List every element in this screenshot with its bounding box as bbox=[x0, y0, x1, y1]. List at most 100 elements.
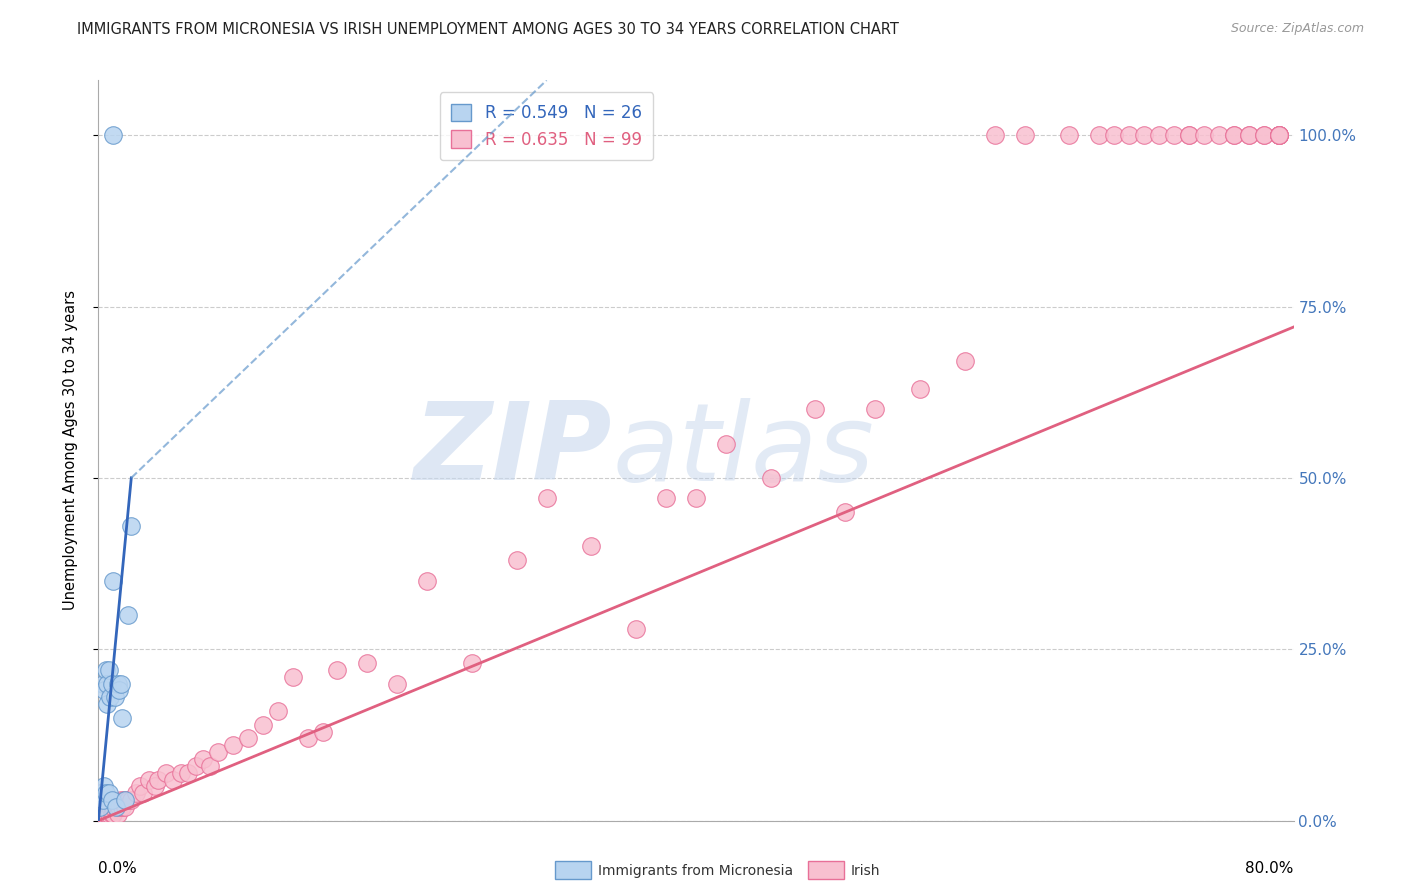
Point bbox=[103, 574, 125, 588]
Point bbox=[385, 676, 409, 690]
Point bbox=[1267, 128, 1289, 142]
Point bbox=[101, 800, 124, 814]
Point bbox=[96, 800, 118, 814]
Point bbox=[107, 676, 129, 690]
Point bbox=[110, 676, 132, 690]
Point bbox=[1147, 128, 1170, 142]
Point bbox=[96, 806, 118, 821]
Point bbox=[714, 436, 737, 450]
Point bbox=[1059, 128, 1081, 142]
Point bbox=[581, 540, 603, 554]
Point bbox=[281, 670, 304, 684]
Point bbox=[236, 731, 259, 746]
Point bbox=[1178, 128, 1201, 142]
Point bbox=[1267, 128, 1289, 142]
Point bbox=[89, 800, 111, 814]
Point bbox=[101, 676, 124, 690]
Text: Irish: Irish bbox=[851, 863, 880, 878]
Point bbox=[94, 800, 117, 814]
Point bbox=[107, 806, 129, 821]
Point bbox=[356, 656, 378, 670]
Point bbox=[91, 793, 114, 807]
Point bbox=[101, 806, 124, 821]
Point bbox=[110, 793, 132, 807]
Point bbox=[97, 663, 120, 677]
Point bbox=[626, 622, 648, 636]
Point bbox=[252, 717, 274, 731]
Point bbox=[97, 786, 120, 800]
Text: Source: ZipAtlas.com: Source: ZipAtlas.com bbox=[1230, 22, 1364, 36]
Point bbox=[89, 786, 111, 800]
Point bbox=[90, 800, 112, 814]
Point bbox=[953, 354, 976, 368]
Point bbox=[90, 793, 112, 807]
Point bbox=[93, 793, 115, 807]
Point bbox=[759, 471, 782, 485]
Text: atlas: atlas bbox=[613, 398, 875, 503]
Point bbox=[97, 806, 120, 821]
Point bbox=[1267, 128, 1289, 142]
Point bbox=[984, 128, 1007, 142]
Point bbox=[93, 780, 115, 794]
Point bbox=[685, 491, 707, 506]
Point bbox=[655, 491, 678, 506]
Point bbox=[103, 793, 125, 807]
Point bbox=[1267, 128, 1289, 142]
Point bbox=[96, 697, 118, 711]
Text: 0.0%: 0.0% bbox=[98, 862, 138, 876]
Point bbox=[91, 676, 114, 690]
Point bbox=[155, 765, 177, 780]
Y-axis label: Unemployment Among Ages 30 to 34 years: Unemployment Among Ages 30 to 34 years bbox=[63, 291, 77, 610]
Point bbox=[129, 780, 152, 794]
Point bbox=[101, 793, 124, 807]
Point bbox=[1253, 128, 1275, 142]
Point bbox=[1178, 128, 1201, 142]
Point bbox=[461, 656, 484, 670]
Point bbox=[1237, 128, 1260, 142]
Point bbox=[94, 786, 117, 800]
Point bbox=[98, 690, 122, 705]
Point bbox=[120, 519, 142, 533]
Point bbox=[184, 759, 207, 773]
Point bbox=[111, 711, 134, 725]
Point bbox=[111, 800, 134, 814]
Point bbox=[865, 402, 887, 417]
Point bbox=[1267, 128, 1289, 142]
Point bbox=[222, 738, 245, 752]
Point bbox=[162, 772, 184, 787]
Legend: R = 0.549   N = 26, R = 0.635   N = 99: R = 0.549 N = 26, R = 0.635 N = 99 bbox=[440, 92, 654, 161]
Point bbox=[1163, 128, 1185, 142]
Point bbox=[138, 772, 160, 787]
Point bbox=[177, 765, 200, 780]
Point bbox=[117, 607, 139, 622]
Point bbox=[311, 724, 333, 739]
Point bbox=[89, 800, 111, 814]
Point bbox=[804, 402, 827, 417]
Point bbox=[120, 793, 142, 807]
Point bbox=[200, 759, 222, 773]
Point bbox=[90, 786, 112, 800]
Point bbox=[143, 780, 166, 794]
Point bbox=[91, 793, 114, 807]
Point bbox=[416, 574, 439, 588]
Point bbox=[98, 793, 122, 807]
Point bbox=[105, 800, 128, 814]
Point bbox=[1267, 128, 1289, 142]
Point bbox=[91, 800, 114, 814]
Point bbox=[103, 128, 125, 142]
Point bbox=[105, 800, 128, 814]
Point bbox=[132, 786, 155, 800]
Point bbox=[1118, 128, 1140, 142]
Point bbox=[94, 663, 117, 677]
Point bbox=[1014, 128, 1036, 142]
Point bbox=[1223, 128, 1246, 142]
Point bbox=[112, 793, 135, 807]
Point bbox=[169, 765, 191, 780]
Text: IMMIGRANTS FROM MICRONESIA VS IRISH UNEMPLOYMENT AMONG AGES 30 TO 34 YEARS CORRE: IMMIGRANTS FROM MICRONESIA VS IRISH UNEM… bbox=[77, 22, 900, 37]
Point bbox=[1192, 128, 1215, 142]
Point bbox=[108, 683, 131, 698]
Point bbox=[103, 800, 125, 814]
Point bbox=[114, 800, 136, 814]
Point bbox=[93, 800, 115, 814]
Text: Immigrants from Micronesia: Immigrants from Micronesia bbox=[598, 863, 793, 878]
